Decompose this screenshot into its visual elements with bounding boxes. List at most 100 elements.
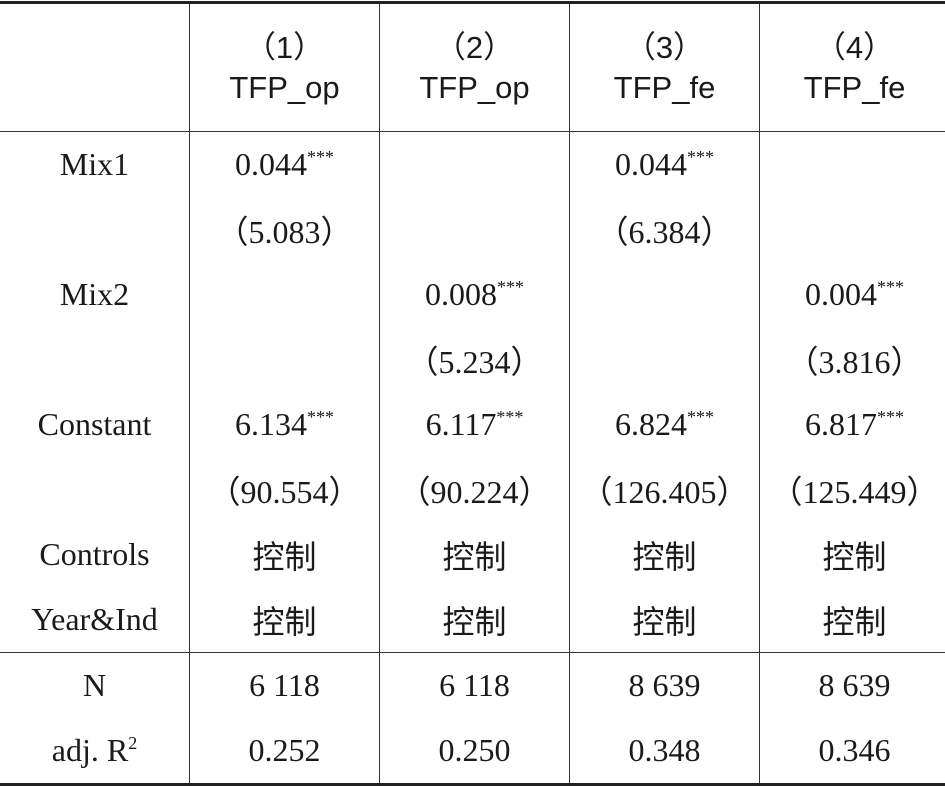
cell-text: 6 118 bbox=[439, 667, 510, 703]
header-cell: （2）TFP_op bbox=[380, 3, 570, 132]
header-cell: （4）TFP_fe bbox=[760, 3, 945, 132]
coefficient: 6.824 bbox=[615, 406, 687, 442]
cell-text: （5.234） bbox=[406, 344, 542, 380]
cell-text: 控制 bbox=[442, 539, 506, 575]
coefficient: 0.044 bbox=[235, 146, 307, 182]
cell-text: （90.554） bbox=[208, 474, 360, 510]
data-cell bbox=[380, 197, 570, 262]
coefficient: 6.134 bbox=[235, 406, 307, 442]
column-number: （2） bbox=[380, 28, 569, 68]
data-cell: 6.817*** bbox=[760, 392, 945, 457]
coefficient: 6.117 bbox=[426, 406, 497, 442]
cell-text: 控制 bbox=[822, 604, 886, 640]
data-cell bbox=[190, 327, 380, 392]
cell-text: 控制 bbox=[252, 604, 316, 640]
data-cell: （125.449） bbox=[760, 457, 945, 522]
data-cell: （6.384） bbox=[570, 197, 760, 262]
row-label: Constant bbox=[0, 392, 190, 457]
data-cell: 0.008*** bbox=[380, 262, 570, 327]
cell-text: 0.252 bbox=[249, 732, 321, 768]
cell-text: 0.250 bbox=[439, 732, 511, 768]
significance-stars: *** bbox=[496, 407, 523, 427]
row-label bbox=[0, 457, 190, 522]
data-cell: 控制 bbox=[380, 587, 570, 653]
coefficient: 6.817 bbox=[805, 406, 877, 442]
cell-text: 控制 bbox=[252, 539, 316, 575]
data-cell bbox=[570, 327, 760, 392]
cell-text: 6 118 bbox=[249, 667, 320, 703]
row-label: Year&Ind bbox=[0, 587, 190, 653]
cell-text: （90.224） bbox=[398, 474, 550, 510]
cell-text: 8 639 bbox=[819, 667, 891, 703]
data-cell: 0.348 bbox=[570, 718, 760, 785]
column-name: TFP_fe bbox=[760, 68, 945, 108]
cell-text: （125.449） bbox=[770, 474, 938, 510]
coefficient: 0.004 bbox=[805, 276, 877, 312]
significance-stars: *** bbox=[307, 407, 334, 427]
significance-stars: *** bbox=[307, 147, 334, 167]
significance-stars: *** bbox=[687, 407, 714, 427]
cell-text: Controls bbox=[39, 536, 149, 572]
data-cell bbox=[190, 262, 380, 327]
data-cell: 6.134*** bbox=[190, 392, 380, 457]
data-cell: 6 118 bbox=[190, 653, 380, 719]
data-cell: 0.346 bbox=[760, 718, 945, 785]
data-cell: 8 639 bbox=[570, 653, 760, 719]
data-cell: 0.044*** bbox=[190, 132, 380, 198]
data-cell: 8 639 bbox=[760, 653, 945, 719]
data-cell: 0.004*** bbox=[760, 262, 945, 327]
data-cell: （5.234） bbox=[380, 327, 570, 392]
corner-cell bbox=[0, 3, 190, 132]
data-cell: 控制 bbox=[190, 587, 380, 653]
data-cell: （5.083） bbox=[190, 197, 380, 262]
data-cell: 0.250 bbox=[380, 718, 570, 785]
data-cell bbox=[760, 197, 945, 262]
significance-stars: *** bbox=[877, 407, 904, 427]
significance-stars: *** bbox=[877, 277, 904, 297]
header-cell: （3）TFP_fe bbox=[570, 3, 760, 132]
table-row: Year&Ind 控制 控制 控制 控制 bbox=[0, 587, 945, 653]
data-cell: 0.044*** bbox=[570, 132, 760, 198]
data-cell bbox=[380, 132, 570, 198]
data-cell: 6.824*** bbox=[570, 392, 760, 457]
cell-text: 控制 bbox=[632, 604, 696, 640]
row-label: Controls bbox=[0, 522, 190, 587]
row-label: N bbox=[0, 653, 190, 719]
column-number: （1） bbox=[190, 28, 379, 68]
cell-text: （5.083） bbox=[216, 214, 352, 250]
data-cell: 控制 bbox=[380, 522, 570, 587]
cell-text: N bbox=[83, 667, 106, 703]
label-text: adj. R bbox=[52, 732, 128, 768]
data-cell: （126.405） bbox=[570, 457, 760, 522]
column-name: TFP_op bbox=[190, 68, 379, 108]
cell-text: （6.384） bbox=[596, 214, 732, 250]
table-row: （90.554） （90.224） （126.405） （125.449） bbox=[0, 457, 945, 522]
row-label: Mix2 bbox=[0, 262, 190, 327]
table-row: （5.083） （6.384） bbox=[0, 197, 945, 262]
data-cell: （90.224） bbox=[380, 457, 570, 522]
column-name: TFP_fe bbox=[570, 68, 759, 108]
cell-text: （126.405） bbox=[580, 474, 748, 510]
data-cell: 6 118 bbox=[380, 653, 570, 719]
cell-text: 0.348 bbox=[629, 732, 701, 768]
row-label: adj. R2 bbox=[0, 718, 190, 785]
coefficient: 0.044 bbox=[615, 146, 687, 182]
cell-text: Mix1 bbox=[60, 146, 129, 182]
cell-text: （3.816） bbox=[786, 344, 922, 380]
cell-text: 控制 bbox=[822, 539, 886, 575]
cell-text: 8 639 bbox=[629, 667, 701, 703]
cell-text: Year&Ind bbox=[31, 601, 158, 637]
data-cell: 6.117*** bbox=[380, 392, 570, 457]
data-cell: （3.816） bbox=[760, 327, 945, 392]
significance-stars: *** bbox=[687, 147, 714, 167]
column-name: TFP_op bbox=[380, 68, 569, 108]
row-label bbox=[0, 327, 190, 392]
data-cell bbox=[760, 132, 945, 198]
coefficient: 0.008 bbox=[425, 276, 497, 312]
data-cell bbox=[570, 262, 760, 327]
